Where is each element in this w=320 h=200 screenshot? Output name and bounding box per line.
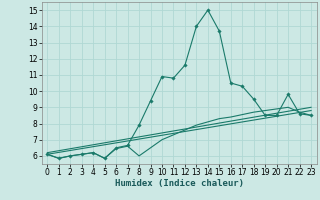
- X-axis label: Humidex (Indice chaleur): Humidex (Indice chaleur): [115, 179, 244, 188]
